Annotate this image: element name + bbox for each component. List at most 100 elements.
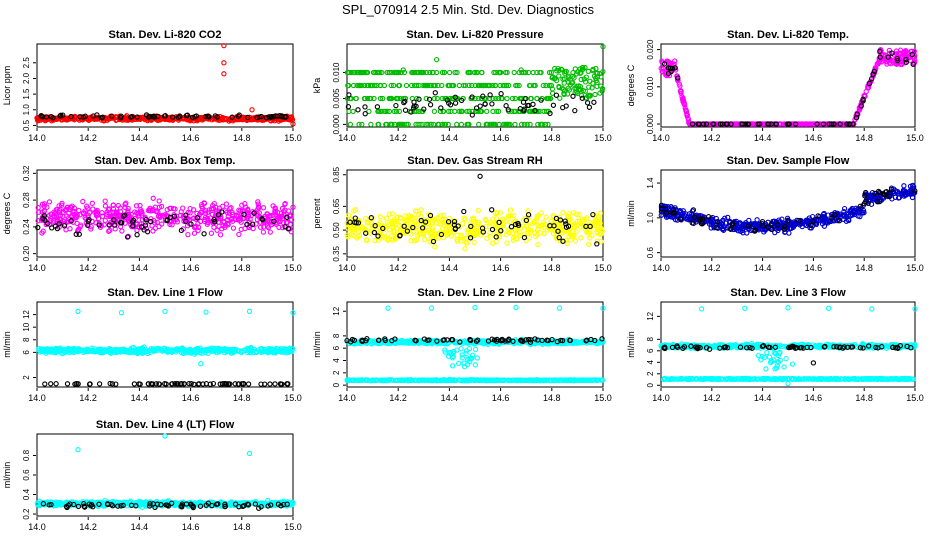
y-tick-label: 0.20 <box>22 245 31 261</box>
data-point <box>593 65 599 72</box>
data-point <box>474 69 481 76</box>
data-point <box>221 42 227 49</box>
panel-title: Stan. Dev. Li-820 CO2 <box>109 29 222 41</box>
data-point <box>287 221 293 228</box>
y-axis-label: ml/min <box>2 331 12 358</box>
data-point <box>703 121 710 127</box>
y-tick-label: 0.28 <box>22 192 31 208</box>
data-point <box>545 95 551 102</box>
data-point <box>418 207 424 213</box>
x-tick-label: 14.6 <box>182 263 200 273</box>
data-point <box>223 201 230 207</box>
data-point <box>572 107 578 114</box>
y-tick-label: 2 <box>22 375 31 380</box>
y-tick-label: 0.85 <box>332 166 341 182</box>
data-point <box>221 71 227 77</box>
data-point <box>445 121 451 128</box>
x-tick-label: 14.0 <box>338 393 356 403</box>
x-tick-label: 14.4 <box>754 263 772 273</box>
data-point <box>811 121 818 127</box>
data-point <box>53 381 59 387</box>
data-point <box>903 59 909 65</box>
data-point <box>464 108 470 115</box>
data-point <box>884 61 890 67</box>
data-point <box>391 108 397 115</box>
panel-title: Stan. Dev. Gas Stream RH <box>407 155 543 167</box>
data-point <box>846 121 852 127</box>
data-point <box>201 200 208 207</box>
data-point <box>418 69 424 76</box>
data-point <box>106 213 112 219</box>
data-point <box>350 82 357 89</box>
data-point <box>828 121 835 127</box>
panel-title: Stan. Dev. Li-820 Pressure <box>406 29 543 41</box>
data-point <box>131 381 138 387</box>
panel-title: Stan. Dev. Line 2 Flow <box>417 287 533 299</box>
data-point <box>357 69 363 76</box>
x-tick-label: 14.0 <box>28 263 46 273</box>
data-point <box>684 112 690 119</box>
y-tick-label: 4 <box>332 358 341 363</box>
data-point <box>77 114 83 120</box>
data-point <box>484 108 490 115</box>
data-point <box>466 69 472 76</box>
x-tick-label: 14.0 <box>652 133 670 143</box>
data-point <box>510 213 517 219</box>
data-point <box>452 69 458 76</box>
data-point <box>183 112 190 119</box>
data-point <box>502 82 508 89</box>
data-point <box>889 50 895 56</box>
data-point <box>220 203 226 209</box>
data-point <box>123 200 129 206</box>
data-point <box>433 56 440 63</box>
data-point <box>178 209 184 215</box>
data-point <box>523 95 529 102</box>
data-point <box>534 69 540 76</box>
data-point <box>491 121 497 128</box>
data-point <box>518 121 525 128</box>
data-point <box>118 310 125 316</box>
data-point <box>397 95 403 102</box>
data-point <box>44 204 50 210</box>
data-point <box>894 55 900 62</box>
data-point <box>152 225 159 231</box>
data-point <box>477 173 483 179</box>
x-tick-label: 14.0 <box>338 133 356 143</box>
data-point <box>442 121 449 128</box>
data-point <box>119 228 125 234</box>
data-point <box>282 114 288 120</box>
data-point <box>149 114 155 120</box>
data-point <box>861 93 867 99</box>
data-point <box>858 103 864 109</box>
data-point <box>192 114 198 120</box>
data-point <box>423 121 429 128</box>
data-point <box>374 104 381 110</box>
data-point <box>459 352 465 358</box>
data-point <box>379 69 385 76</box>
data-point <box>175 114 181 120</box>
data-point <box>191 230 198 236</box>
data-point <box>690 207 697 213</box>
data-point <box>792 121 799 127</box>
y-tick-label: 8 <box>332 333 341 338</box>
data-point <box>503 121 509 128</box>
y-tick-label: 0.010 <box>646 76 655 97</box>
data-point <box>570 70 576 76</box>
data-point <box>396 69 402 76</box>
data-point <box>820 121 827 127</box>
data-point <box>35 218 41 224</box>
data-point <box>102 203 109 209</box>
data-point <box>482 101 488 107</box>
data-point <box>229 209 235 216</box>
data-point <box>456 360 462 367</box>
data-point <box>593 70 599 76</box>
x-tick-label: 14.8 <box>543 393 561 403</box>
data-point <box>901 183 907 189</box>
x-tick-label: 15.0 <box>284 133 302 143</box>
data-point <box>582 88 588 94</box>
data-point <box>244 117 250 123</box>
data-point <box>263 115 270 121</box>
data-point <box>346 69 352 76</box>
y-axis-label: Licor ppm <box>2 66 12 106</box>
data-point <box>454 69 460 76</box>
